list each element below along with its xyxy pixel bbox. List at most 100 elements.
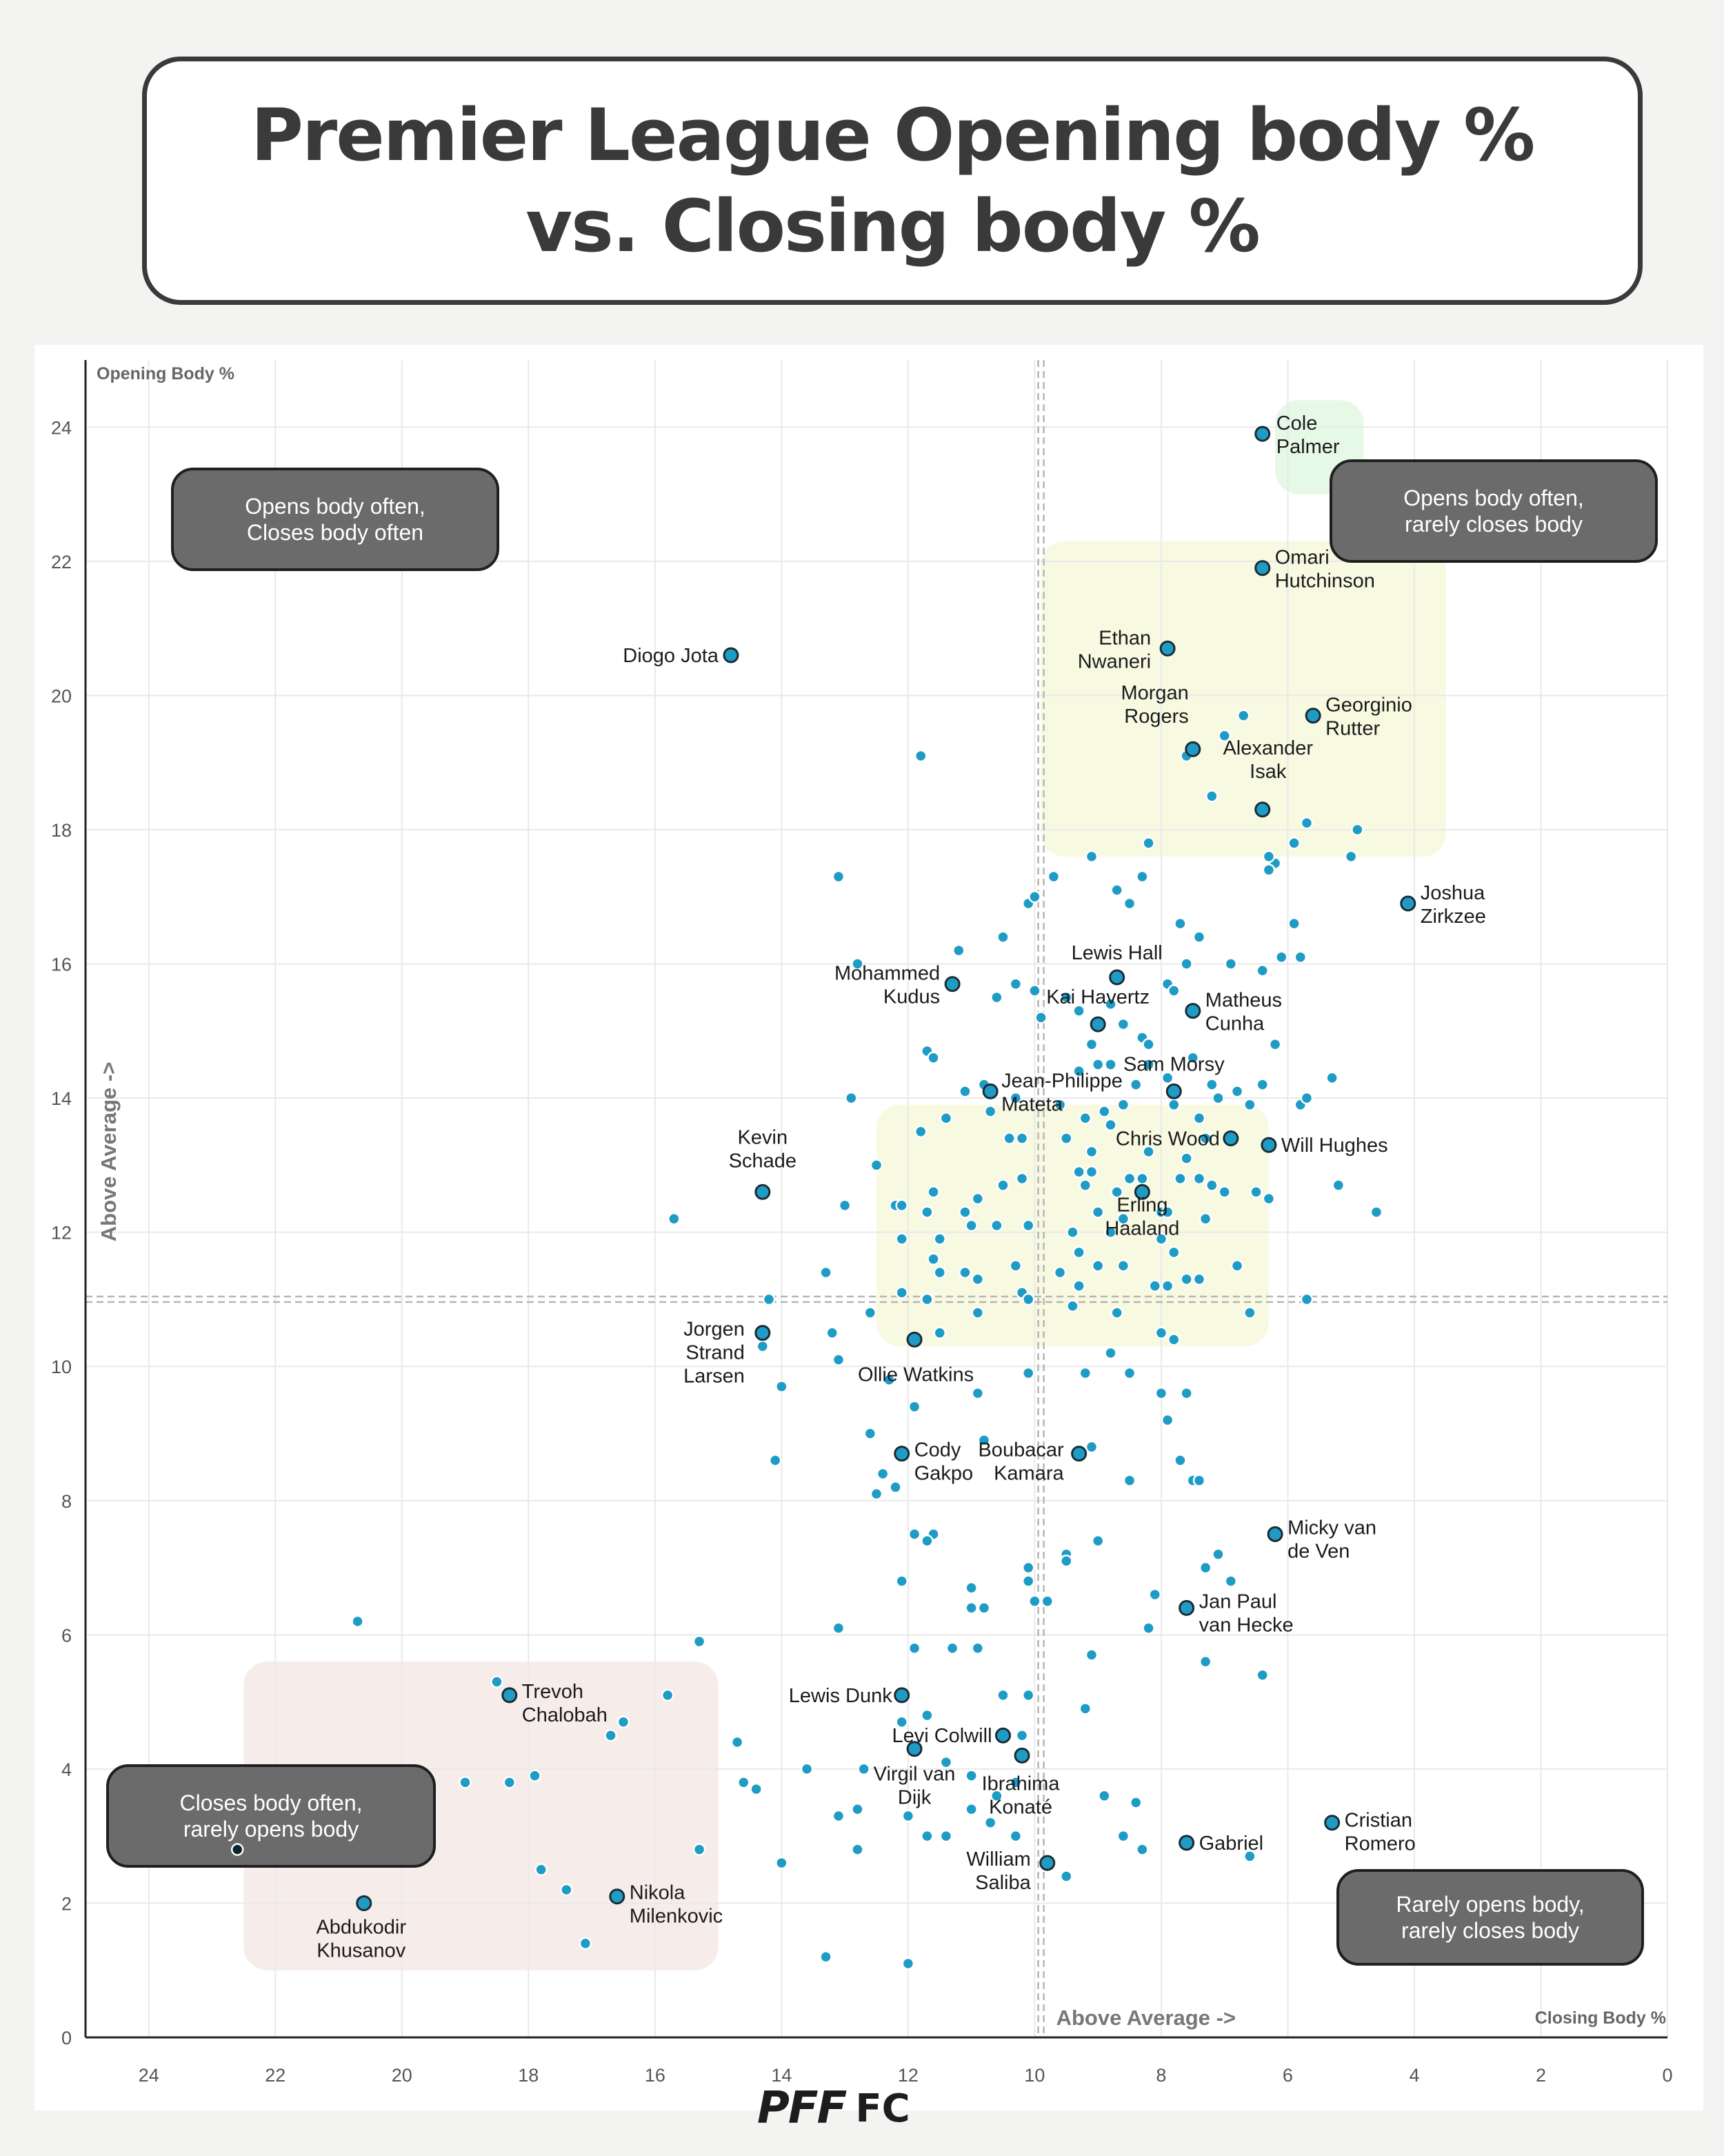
scatter-point <box>1243 1098 1256 1112</box>
scatter-point <box>1262 864 1276 877</box>
scatter-point <box>668 1212 681 1226</box>
title-line-1: Premier League Opening body % <box>250 93 1536 177</box>
scatter-point <box>863 1306 877 1319</box>
scatter-point <box>1218 729 1231 743</box>
scatter-point <box>459 1776 472 1789</box>
scatter-point <box>1085 1038 1099 1051</box>
scatter-point <box>1180 1272 1193 1286</box>
scatter-point <box>870 1487 883 1501</box>
scatter-point <box>1003 1132 1016 1145</box>
scatter-point <box>1167 984 1181 997</box>
y-tick-label: 10 <box>51 1357 72 1377</box>
y-tick-label: 20 <box>51 686 72 706</box>
scatter-point <box>534 1863 548 1877</box>
labeled-point <box>894 1687 910 1704</box>
scatter-point <box>1116 1829 1130 1843</box>
scatter-point <box>1104 1226 1117 1239</box>
scatter-point <box>1230 1259 1244 1272</box>
scatter-point <box>965 1601 978 1615</box>
scatter-point <box>750 1782 763 1796</box>
labeled-point <box>1109 969 1125 986</box>
scatter-point <box>921 1292 934 1306</box>
scatter-point <box>1110 884 1123 897</box>
scatter-point <box>870 1159 883 1172</box>
player-label: Rutter <box>1325 718 1380 740</box>
scatter-point <box>996 1179 1010 1192</box>
y-tick-label: 2 <box>61 1893 72 1914</box>
scatter-point <box>1243 1850 1256 1863</box>
labeled-point <box>356 1895 372 1911</box>
scatter-point <box>1287 837 1301 850</box>
scatter-point <box>914 1125 928 1138</box>
player-label: Rogers <box>1124 706 1189 728</box>
scatter-point <box>1192 1172 1206 1186</box>
scatter-point <box>1148 1279 1161 1292</box>
scatter-point <box>965 1581 978 1595</box>
scatter-point <box>1344 850 1358 864</box>
scatter-point <box>996 1688 1010 1702</box>
scatter-point <box>1212 1091 1225 1105</box>
scatter-point <box>1205 790 1219 803</box>
labeled-point <box>1254 560 1271 577</box>
x-tick-label: 20 <box>392 2065 412 2086</box>
scatter-point <box>1034 1011 1048 1024</box>
scatter-point <box>1079 1366 1092 1380</box>
player-label: Kudus <box>883 986 940 1008</box>
highlight-zone-red <box>243 1661 719 1970</box>
scatter-point <box>1192 1112 1206 1125</box>
scatter-point <box>895 1715 908 1729</box>
scatter-point <box>560 1883 573 1897</box>
quadrant-label-text: rarely closes body <box>1405 512 1583 537</box>
average-label-y: Above Average -> <box>97 1062 121 1241</box>
scatter-point <box>1066 1226 1079 1239</box>
scatter-point <box>1009 1259 1023 1272</box>
scatter-point <box>1142 1038 1155 1051</box>
scatter-point <box>490 1675 503 1688</box>
scatter-point <box>775 1856 788 1870</box>
quadrant-label-box <box>106 1764 436 1868</box>
labeled-point <box>1179 1599 1195 1616</box>
player-label: Trevoh <box>522 1681 583 1703</box>
scatter-point <box>1351 823 1364 837</box>
scatter-point <box>503 1776 517 1789</box>
pff-fc-logo: PFF FC <box>757 2083 910 2134</box>
scatter-point <box>737 1776 750 1789</box>
y-tick-label: 8 <box>61 1491 72 1512</box>
player-label: Nikola <box>630 1882 685 1904</box>
scatter-point <box>756 1339 770 1353</box>
player-label: Cunha <box>1205 1013 1265 1035</box>
scatter-point <box>1174 1172 1187 1186</box>
scatter-point <box>971 1306 985 1319</box>
player-label: Cristian <box>1345 1810 1412 1832</box>
scatter-point <box>1116 1259 1130 1272</box>
player-label: Hutchinson <box>1275 570 1375 592</box>
labeled-point <box>906 1331 923 1348</box>
scatter-point <box>1060 1132 1073 1145</box>
scatter-point <box>901 1957 915 1970</box>
labeled-point <box>1254 801 1271 818</box>
scatter-point <box>1015 1132 1029 1145</box>
scatter-point <box>1300 1292 1314 1306</box>
title-line-2: vs. Closing body % <box>525 184 1261 268</box>
player-label: Alexander <box>1223 737 1313 759</box>
scatter-point <box>1098 1789 1111 1803</box>
y-tick-label: 18 <box>51 820 72 841</box>
scatter-point <box>1161 1071 1174 1085</box>
scatter-point <box>1262 1192 1276 1206</box>
scatter-point <box>1053 1266 1067 1279</box>
player-label: Kai Havertz <box>1046 986 1150 1008</box>
scatter-point <box>1199 1655 1212 1668</box>
scatter-point <box>1104 1118 1117 1132</box>
scatter-point <box>1085 1165 1099 1179</box>
scatter-point <box>983 1105 997 1118</box>
player-label: Micky van <box>1287 1517 1376 1539</box>
scatter-point <box>927 1252 940 1266</box>
y-tick-label: 14 <box>51 1088 72 1109</box>
scatter-point <box>1098 1105 1111 1118</box>
scatter-point <box>1116 1098 1130 1112</box>
x-tick-label: 10 <box>1024 2065 1045 2086</box>
player-label: Gabriel <box>1199 1833 1264 1855</box>
player-label: Lewis Hall <box>1072 942 1163 964</box>
quadrant-label-text: rarely closes body <box>1401 1918 1579 1943</box>
scatter-point <box>1136 870 1149 884</box>
